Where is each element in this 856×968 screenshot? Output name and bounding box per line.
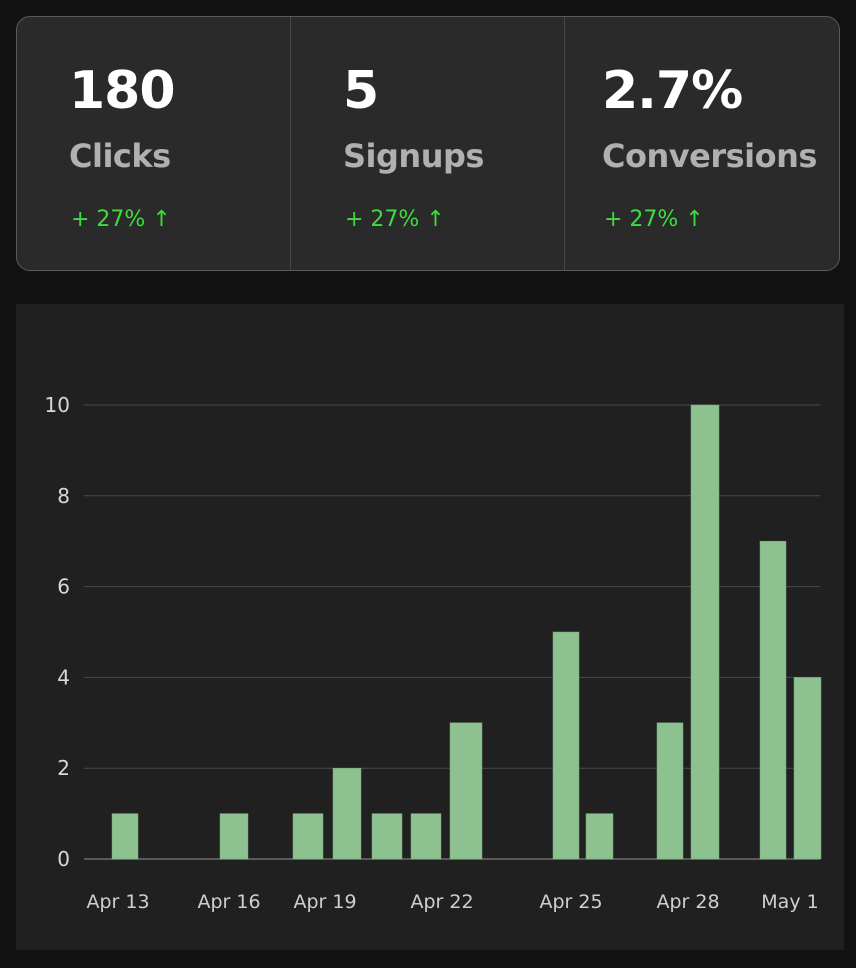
bar — [111, 813, 139, 860]
x-tick-label: Apr 16 — [197, 891, 260, 913]
y-tick-label: 4 — [57, 665, 70, 689]
y-tick-label: 8 — [57, 484, 70, 508]
x-tick-label: Apr 19 — [293, 891, 356, 913]
bar — [759, 540, 787, 860]
x-tick-label: Apr 22 — [410, 891, 473, 913]
bar — [793, 677, 822, 860]
x-tick-label: Apr 28 — [656, 891, 719, 913]
bar — [410, 813, 442, 860]
bar — [292, 813, 324, 860]
stat-value: 5 — [343, 61, 379, 121]
bar — [690, 404, 720, 860]
y-tick-label: 0 — [57, 847, 70, 871]
x-tick-label: Apr 25 — [539, 891, 602, 913]
stat-change: + 27% ↑ — [604, 207, 704, 232]
stat-value: 180 — [69, 61, 176, 121]
bar — [585, 813, 614, 860]
bar — [656, 722, 684, 860]
bar — [449, 722, 483, 860]
stat-clicks: 180 Clicks + 27% ↑ — [17, 17, 291, 270]
stats-card: 180 Clicks + 27% ↑ 5 Signups + 27% ↑ 2.7… — [16, 16, 840, 271]
y-tick-label: 10 — [45, 393, 70, 417]
bar — [371, 813, 403, 860]
bar — [219, 813, 249, 860]
stat-label: Clicks — [69, 137, 171, 175]
y-tick-label: 2 — [57, 756, 70, 780]
bar — [552, 631, 580, 860]
bar-chart: 0 2 4 6 8 10 Apr 13 Apr 16 Apr 19 Apr 22 Apr 25 Apr… — [16, 304, 844, 950]
bar — [332, 767, 362, 860]
stat-label: Signups — [343, 137, 484, 175]
y-tick-label: 6 — [57, 575, 70, 599]
x-tick-label: May 1 — [761, 891, 818, 913]
stat-change: + 27% ↑ — [71, 207, 171, 232]
stat-signups: 5 Signups + 27% ↑ — [291, 17, 565, 270]
stat-label: Conversions — [602, 137, 817, 175]
x-tick-label: Apr 13 — [86, 891, 149, 913]
stat-conversions: 2.7% Conversions + 27% ↑ — [565, 17, 839, 270]
chart-svg: 0 2 4 6 8 10 Apr 13 Apr 16 Apr 19 Apr 22 Apr 25 Apr… — [45, 393, 822, 913]
stat-value: 2.7% — [602, 61, 743, 121]
stat-change: + 27% ↑ — [345, 207, 445, 232]
